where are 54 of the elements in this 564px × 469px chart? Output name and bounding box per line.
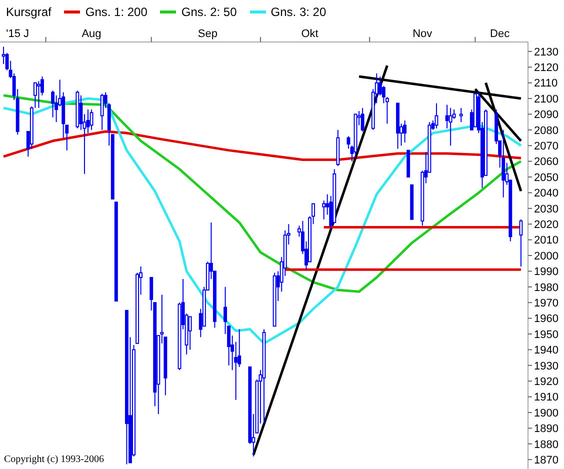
y-tick-label: 1970: [534, 298, 558, 310]
y-tick-label: 1900: [534, 407, 558, 420]
x-tick-label: '15 J: [6, 28, 30, 40]
y-tick-label: 2070: [534, 140, 558, 153]
y-tick-label: 2130: [534, 46, 558, 58]
candlestick: [90, 109, 94, 130]
line-series: [2, 130, 522, 161]
y-tick-label: 1880: [534, 438, 558, 451]
candlestick: [51, 90, 55, 118]
y-tick-label: 2050: [534, 172, 558, 184]
y-tick-label: 1990: [534, 266, 558, 278]
legend-label: Gns. 3: 20: [270, 5, 326, 19]
y-tick-label: 2080: [534, 124, 558, 137]
y-tick-label: 2110: [534, 78, 558, 90]
y-tick-label: 1870: [534, 454, 558, 466]
line-series: [2, 94, 522, 293]
legend-label: Gns. 2: 50: [181, 5, 237, 19]
x-tick-label: Okt: [301, 28, 318, 40]
y-tick-label: 1950: [534, 328, 558, 341]
x-tick-label: Dec: [490, 28, 510, 40]
x-tick-label: Nov: [412, 28, 433, 40]
candlestick: [188, 316, 192, 350]
y-tick-label: 2060: [534, 156, 558, 168]
legend-title: Kursgraf: [6, 5, 52, 19]
y-tick-label: 1960: [534, 313, 558, 326]
candlestick: [459, 107, 463, 123]
candlestick: [519, 218, 523, 267]
y-tick-label: 1980: [534, 282, 558, 294]
candlestick: [322, 200, 326, 220]
candlestick: [100, 93, 104, 130]
annotation: Copyright (c) 1993-2006: [4, 454, 104, 465]
candlestick: [403, 120, 407, 143]
y-tick-label: 1890: [534, 423, 558, 436]
y-tick-label: 1910: [534, 392, 558, 404]
y-tick-label: 2040: [534, 188, 558, 200]
y-tick-label: 2000: [534, 250, 558, 262]
y-tick-label: 2090: [534, 109, 558, 122]
y-tick-label: 1920: [534, 376, 558, 388]
candlestick: [36, 80, 40, 108]
candlestick: [360, 107, 364, 132]
candlestick: [502, 129, 506, 198]
x-tick-label: Aug: [82, 28, 102, 40]
y-tick-label: 2020: [534, 219, 558, 232]
y-tick-label: 1930: [534, 360, 558, 372]
y-tick-label: 2120: [534, 62, 558, 74]
y-tick-label: 2100: [534, 93, 558, 106]
candlestick: [445, 104, 449, 129]
x-tick-label: Sep: [198, 28, 218, 40]
candlestick: [434, 102, 438, 129]
y-tick-label: 1940: [534, 344, 558, 357]
y-tick-label: 2030: [534, 203, 558, 216]
y-tick-label: 2010: [534, 234, 558, 247]
candlestick: [448, 107, 452, 146]
legend-label: Gns. 1: 200: [85, 5, 148, 19]
